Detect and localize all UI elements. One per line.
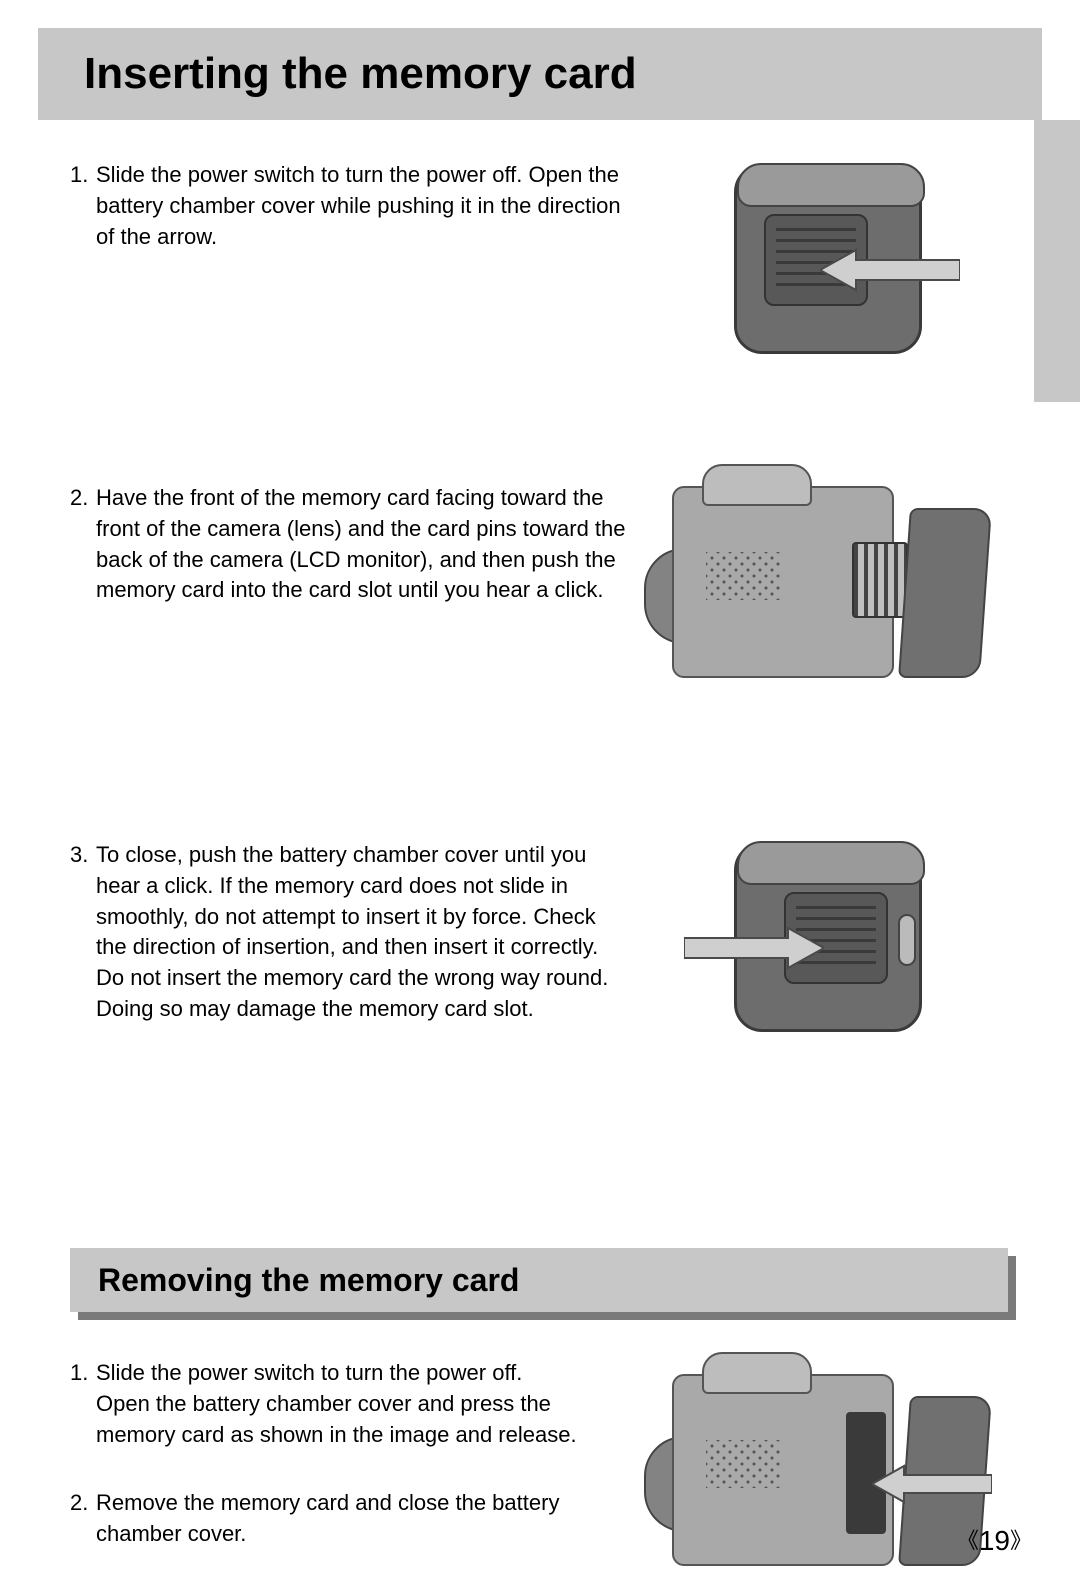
camera-top-icon [702,464,812,506]
illustration-open-cover [720,154,936,364]
bracket-right: 》 [1010,1528,1032,1553]
insert-step-2: 2. Have the front of the memory card fac… [70,483,630,606]
step-text: Remove the memory card and close the bat… [70,1488,610,1550]
step-number: 2. [70,483,96,514]
step-text-b: Open the battery chamber cover and press… [96,1391,577,1447]
step-text: Have the front of the memory card facing… [70,483,630,606]
illustration-insert-card [672,464,992,700]
insert-step-3: 3. To close, push the battery chamber co… [70,840,630,1025]
memory-card-icon [852,542,908,618]
remove-step-1: 1. Slide the power switch to turn the po… [70,1358,610,1450]
grip-dots-icon [706,1440,780,1488]
arrow-left-icon [872,1464,992,1504]
step-number: 1. [70,160,96,191]
step-text-a: To close, push the battery chamber cover… [96,842,598,959]
section-header-remove: Removing the memory card [70,1248,1016,1320]
step-text-b: Do not insert the memory card the wrong … [96,965,608,1021]
section-title: Removing the memory card [98,1262,519,1299]
step-text-a: Slide the power switch to turn the power… [96,1360,522,1385]
illustration-close-cover [720,832,936,1042]
step-text: Slide the power switch to turn the power… [70,160,630,252]
illustration-remove-card [672,1352,992,1588]
page-title: Inserting the memory card [84,49,637,99]
bracket-left: 《 [957,1528,979,1553]
insert-step-1: 1. Slide the power switch to turn the po… [70,160,630,252]
manual-page: Inserting the memory card 1. Slide the p… [0,0,1080,1585]
step-number: 3. [70,840,96,871]
arrow-right-icon [684,926,824,970]
side-tab [1034,120,1080,402]
page-number-value: 19 [979,1525,1010,1556]
camera-lid-icon [737,841,925,885]
step-number: 1. [70,1358,96,1389]
chamber-door-icon [898,508,992,678]
step-text: Slide the power switch to turn the power… [70,1358,610,1450]
step-number: 2. [70,1488,96,1519]
step-text: To close, push the battery chamber cover… [70,840,630,1025]
page-number: 《19》 [957,1523,1032,1557]
title-bar: Inserting the memory card [38,28,1042,120]
camera-lid-icon [737,163,925,207]
camera-top-icon [702,1352,812,1394]
header-front: Removing the memory card [70,1248,1008,1312]
arrow-left-icon [820,248,960,292]
remove-step-2: 2. Remove the memory card and close the … [70,1488,610,1550]
grip-dots-icon [706,552,780,600]
latch-icon [898,914,916,966]
